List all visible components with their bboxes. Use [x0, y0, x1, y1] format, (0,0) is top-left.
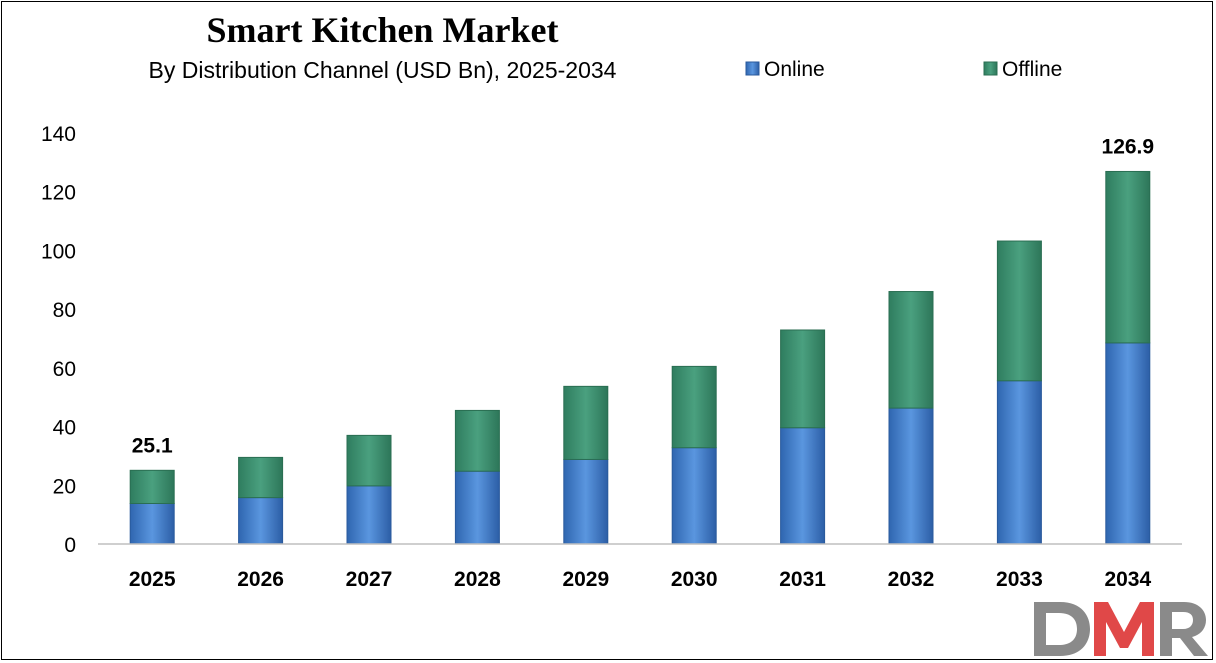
- x-tick-label: 2026: [237, 568, 284, 591]
- x-tick-label: 2025: [129, 568, 176, 591]
- x-tick-label: 2028: [454, 568, 501, 591]
- chart-title: Smart Kitchen Market: [206, 10, 559, 50]
- bar-online-2030: [671, 447, 717, 545]
- y-tick-label: 120: [41, 182, 76, 205]
- bar-offline-2027: [346, 434, 392, 487]
- bar-online-2033: [996, 380, 1042, 545]
- bar-online-2029: [563, 458, 609, 545]
- bar-online-2026: [238, 497, 284, 545]
- x-axis: 2025 2026 2027 2028 2029 2030 2031 2032 2033 2034: [98, 543, 1182, 591]
- y-tick-label: 100: [41, 240, 76, 263]
- bar-offline-2031: [780, 329, 826, 429]
- legend-swatch-offline: [983, 61, 998, 76]
- x-tick-label: 2034: [1104, 568, 1151, 591]
- bar-online-2032: [888, 407, 934, 545]
- x-tick-label: 2027: [346, 568, 393, 591]
- bar-online-2025: [129, 502, 175, 545]
- bar-online-2034: [1105, 342, 1151, 545]
- y-axis: 0 20 40 60 80 100 120 140: [41, 123, 76, 557]
- y-tick-label: 80: [53, 299, 76, 322]
- legend-swatch-online: [745, 61, 760, 76]
- legend: Online Offline: [745, 58, 1062, 81]
- x-tick-label: 2029: [562, 568, 609, 591]
- bar-offline-2030: [671, 365, 717, 449]
- x-tick-label: 2032: [888, 568, 935, 591]
- bar-offline-2033: [996, 240, 1042, 382]
- chart-subtitle: By Distribution Channel (USD Bn), 2025-2…: [148, 57, 617, 83]
- x-tick-label: 2033: [996, 568, 1043, 591]
- bar-offline-2028: [454, 409, 500, 472]
- y-tick-label: 0: [64, 534, 76, 557]
- y-tick-label: 20: [53, 475, 76, 498]
- y-tick-label: 60: [53, 358, 76, 381]
- y-tick-label: 40: [53, 417, 76, 440]
- legend-label-online: Online: [764, 58, 825, 81]
- legend-label-offline: Offline: [1002, 58, 1062, 81]
- bar-offline-2026: [238, 456, 284, 499]
- total-label-2025: 25.1: [132, 434, 173, 457]
- bar-offline-2032: [888, 291, 934, 409]
- bar-offline-2029: [563, 385, 609, 460]
- bar-online-2028: [454, 470, 500, 545]
- total-label-2034: 126.9: [1102, 135, 1155, 158]
- bar-online-2027: [346, 485, 392, 545]
- y-tick-label: 140: [41, 123, 76, 146]
- bar-offline-2034: [1105, 170, 1151, 344]
- x-tick-label: 2031: [779, 568, 826, 591]
- data-labels: 25.1 126.9: [132, 135, 1154, 457]
- bars: [129, 170, 1151, 545]
- x-tick-label: 2030: [671, 568, 718, 591]
- bar-offline-2025: [129, 469, 175, 504]
- dmr-logo: [1034, 602, 1208, 656]
- bar-online-2031: [780, 427, 826, 545]
